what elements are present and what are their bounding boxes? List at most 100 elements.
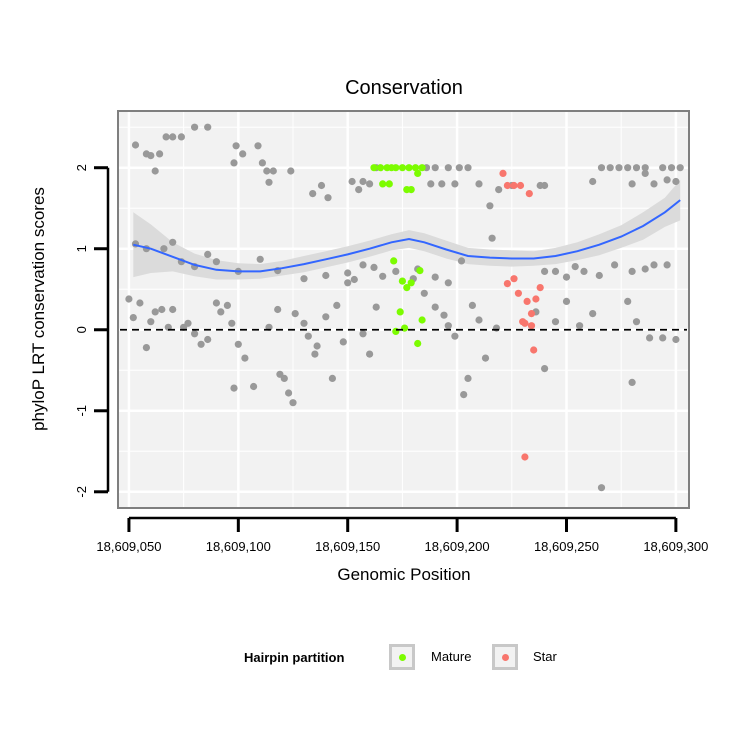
point-other (372, 303, 380, 311)
point-other (460, 391, 468, 399)
point-other (359, 330, 367, 338)
point-other (431, 273, 439, 281)
point-other (632, 318, 641, 326)
point-star (510, 181, 518, 190)
point-other (632, 164, 641, 172)
point-other (300, 275, 308, 283)
x-tick-label: 18,609,100 (206, 539, 271, 554)
point-other (486, 202, 494, 210)
point-other (624, 297, 632, 305)
point-other (204, 123, 212, 131)
x-tick-label: 18,609,150 (315, 539, 380, 554)
point-other (451, 180, 459, 188)
point-mature (398, 277, 406, 285)
point-other (370, 263, 378, 271)
point-other (663, 261, 671, 269)
point-other (611, 261, 619, 269)
x-axis-label: Genomic Position (337, 565, 470, 584)
point-mature (414, 169, 422, 177)
point-other (177, 133, 185, 141)
point-other (333, 301, 341, 309)
point-other (265, 178, 273, 186)
point-other (427, 180, 435, 188)
point-other (444, 279, 452, 287)
point-other (131, 141, 140, 149)
point-other (457, 257, 466, 265)
legend: Hairpin partition Mature Star (0, 636, 750, 680)
point-other (451, 332, 459, 340)
point-mature (418, 316, 426, 324)
point-other (444, 164, 452, 172)
point-star (525, 190, 533, 198)
point-other (162, 133, 170, 141)
point-other (291, 310, 299, 318)
point-other (541, 181, 549, 190)
point-other (676, 164, 684, 172)
point-mature (407, 279, 415, 287)
point-other (324, 194, 332, 202)
point-other (147, 152, 155, 160)
point-other (212, 299, 220, 307)
point-other (274, 305, 282, 314)
point-other (481, 354, 490, 362)
point-other (269, 167, 277, 175)
point-other (359, 261, 367, 269)
point-other (663, 176, 671, 184)
point-other (151, 308, 159, 316)
point-other (289, 399, 297, 407)
point-other (615, 164, 623, 172)
legend-dot-star (502, 654, 509, 661)
point-other (641, 164, 649, 172)
point-other (444, 322, 452, 330)
point-other (667, 164, 676, 172)
point-other (541, 365, 549, 373)
point-other (438, 180, 446, 188)
point-other (250, 382, 258, 391)
point-other (464, 374, 472, 382)
grid-lines (73, 112, 688, 507)
point-mature (376, 164, 385, 172)
x-tick-label: 18,609,200 (425, 539, 490, 554)
point-other (254, 142, 262, 150)
point-other (597, 484, 606, 492)
point-other (147, 318, 155, 326)
point-mature (370, 164, 378, 172)
point-other (595, 271, 603, 280)
point-other (197, 340, 205, 348)
point-other (228, 319, 236, 327)
x-tick-label: 18,609,050 (96, 539, 161, 554)
point-star (521, 319, 529, 327)
point-other (212, 258, 220, 266)
point-other (258, 159, 266, 167)
point-other (160, 245, 168, 253)
point-other (230, 384, 238, 392)
point-other (344, 279, 352, 287)
point-other (232, 142, 240, 150)
y-axis-ticks: -2 -1 0 1 2 (74, 164, 110, 498)
point-other (576, 322, 584, 330)
point-mature (414, 339, 422, 348)
point-other (628, 378, 636, 386)
point-other (366, 350, 374, 358)
point-other (420, 289, 428, 297)
point-star (516, 181, 525, 190)
smooth-line (133, 199, 681, 273)
point-other (322, 313, 330, 321)
point-star (521, 453, 529, 461)
point-other (562, 273, 571, 281)
point-other (191, 330, 199, 338)
point-other (223, 301, 231, 309)
point-other (339, 338, 347, 346)
point-other (392, 267, 400, 275)
point-other (309, 190, 317, 198)
point-other (650, 261, 658, 269)
point-other (571, 263, 579, 271)
point-other (313, 342, 321, 350)
point-star (532, 295, 540, 303)
x-tick-label: 18,609,300 (643, 539, 708, 554)
point-mature (379, 180, 387, 188)
y-axis-label: phyloP LRT conservation scores (29, 187, 48, 431)
point-other (468, 301, 476, 309)
point-other (431, 164, 439, 172)
point-other (204, 335, 212, 344)
